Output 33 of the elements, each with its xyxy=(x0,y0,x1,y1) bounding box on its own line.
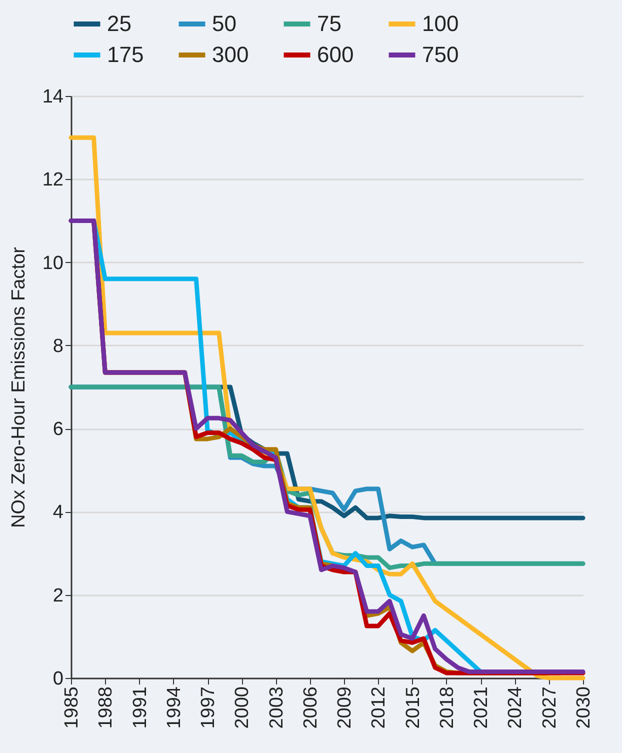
x-tick-label: 2003 xyxy=(266,686,288,729)
y-tick-label: 0 xyxy=(52,668,64,690)
legend-label: 100 xyxy=(422,11,459,36)
legend-label: 300 xyxy=(212,42,249,67)
y-tick-label: 2 xyxy=(52,585,64,606)
y-axis-title: NOx Zero-Hour Emissions Factor xyxy=(8,246,30,528)
legend-label: 25 xyxy=(107,11,132,36)
x-tick-label: 2009 xyxy=(334,686,356,729)
y-tick-label: 8 xyxy=(52,336,64,357)
x-tick-label: 1991 xyxy=(130,686,151,729)
y-tick-label: 12 xyxy=(42,170,64,191)
x-tick-label: 2027 xyxy=(539,686,560,729)
x-tick-label: 2021 xyxy=(471,686,492,729)
x-tick-label: 2006 xyxy=(300,686,322,729)
x-tick-label: 1994 xyxy=(164,686,185,729)
legend-label: 75 xyxy=(317,11,342,36)
x-tick-label: 1997 xyxy=(198,686,220,729)
y-tick-label: 4 xyxy=(52,502,64,524)
x-tick-label: 1988 xyxy=(96,686,117,729)
x-tick-label: 2018 xyxy=(436,686,458,729)
legend-label: 175 xyxy=(107,42,144,67)
x-tick-label: 2030 xyxy=(574,686,594,729)
y-tick-label: 6 xyxy=(52,419,64,440)
legend-label: 750 xyxy=(422,42,459,67)
x-tick-label: 1985 xyxy=(62,686,82,729)
x-tick-label: 2015 xyxy=(402,686,424,729)
y-tick-label: 14 xyxy=(42,86,64,108)
x-tick-label: 2012 xyxy=(368,686,390,729)
legend-label: 50 xyxy=(212,11,236,36)
x-tick-label: 2000 xyxy=(232,686,254,729)
x-tick-label: 2024 xyxy=(505,686,526,729)
legend-label: 600 xyxy=(317,42,354,67)
y-tick-label: 10 xyxy=(42,252,64,274)
